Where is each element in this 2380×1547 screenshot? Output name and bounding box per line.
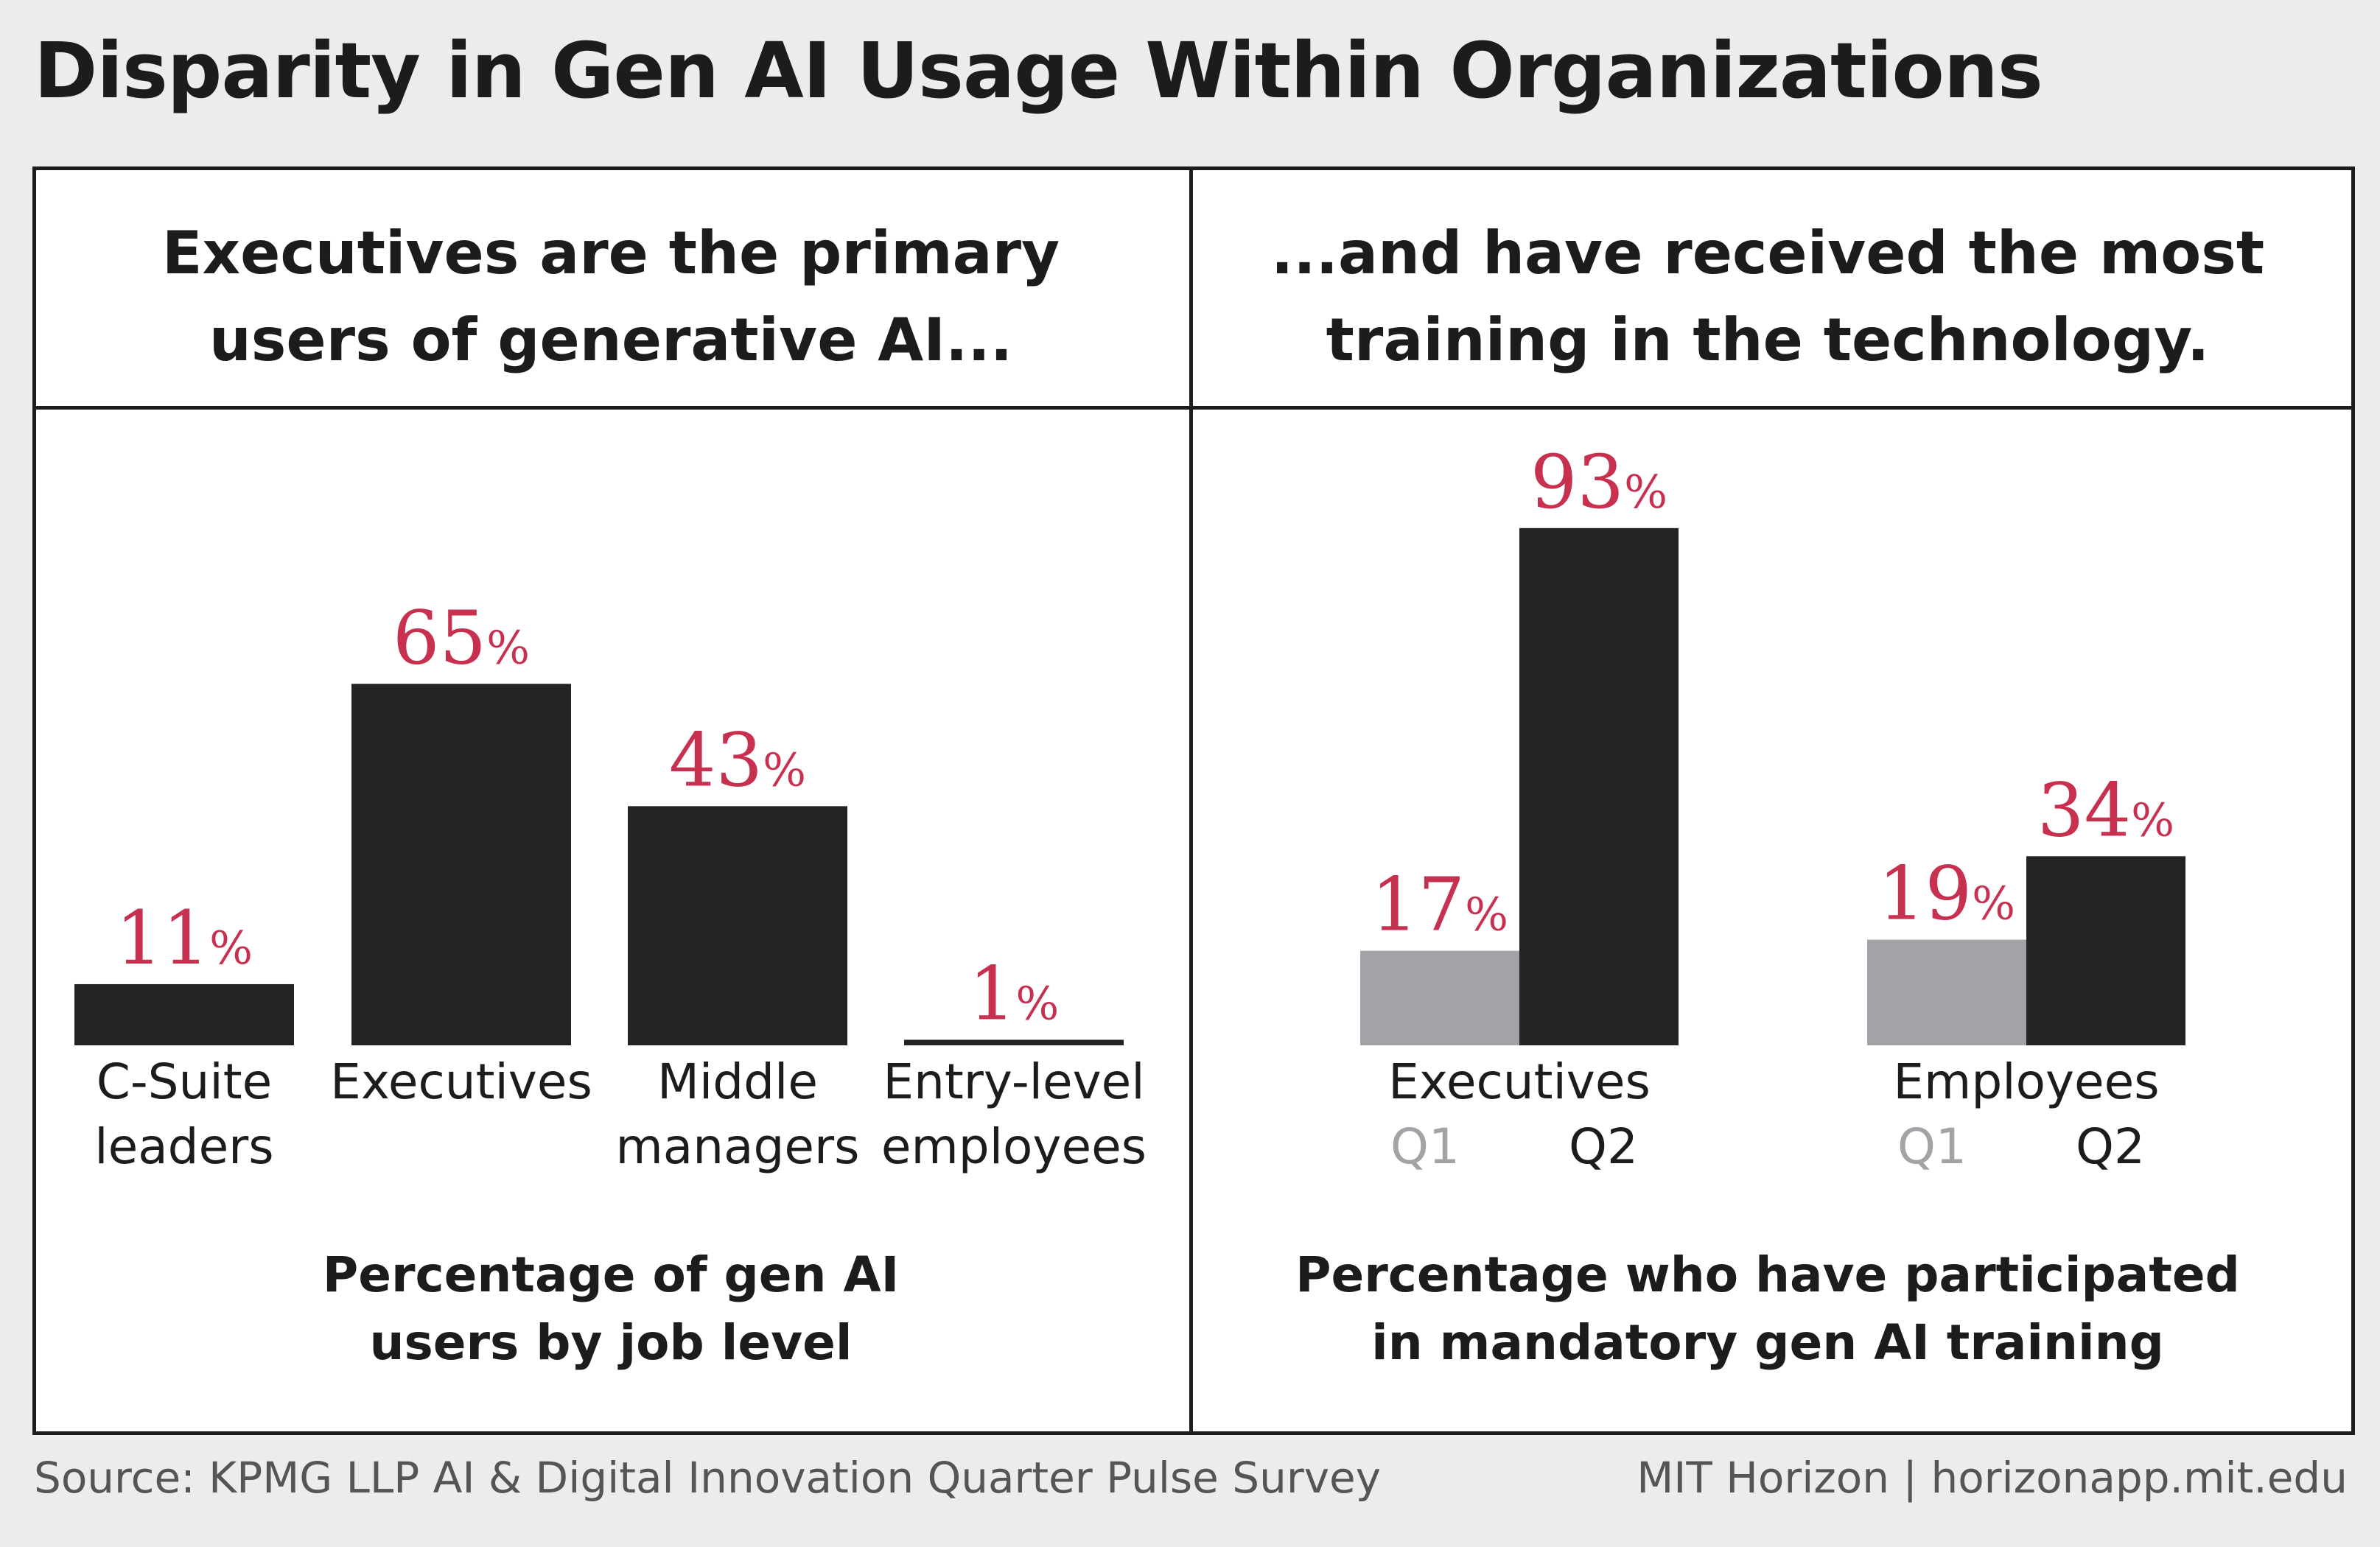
value-label-employees-q2: 34% bbox=[2037, 767, 2174, 853]
right-chart-caption: Percentage who have participated in mand… bbox=[1193, 1241, 2342, 1377]
right-heading-line-2: training in the technology. bbox=[1326, 306, 2210, 374]
category-label-0-1: leaders bbox=[94, 1118, 273, 1175]
series-label-employees-q2: Q2 bbox=[2076, 1118, 2145, 1175]
left-chart-caption: Percentage of gen AI users by job level bbox=[36, 1241, 1186, 1377]
category-label-3-0: Entry-level bbox=[883, 1053, 1144, 1110]
category-label-2-0: Middle bbox=[657, 1053, 818, 1110]
category-label-executives: Executives bbox=[1388, 1053, 1651, 1110]
right-panel-heading: ...and have received the most training i… bbox=[1193, 210, 2342, 384]
bar-employees-q2 bbox=[2026, 856, 2185, 1045]
panel-divider-vertical bbox=[1189, 170, 1193, 1431]
value-label-executives-q1: 17% bbox=[1371, 862, 1508, 948]
value-label-employees-q1: 19% bbox=[1878, 851, 2015, 937]
category-label-2-1: managers bbox=[615, 1118, 859, 1175]
chart-title: Disparity in Gen AI Usage Within Organiz… bbox=[34, 26, 2043, 116]
value-label-executives-q2: 93% bbox=[1530, 439, 1667, 525]
bar-employees-q1 bbox=[1867, 939, 2026, 1045]
left-heading-line-1: Executives are the primary bbox=[161, 219, 1060, 287]
training-bar-chart: 17% Q1 93% Q2 Executives 19% Q1 34% Q2 Employees bbox=[1360, 439, 2185, 1175]
left-panel-heading: Executives are the primary users of gene… bbox=[36, 210, 1186, 384]
bar-entry-level bbox=[904, 1039, 1124, 1045]
series-label-executives-q1: Q1 bbox=[1390, 1118, 1460, 1175]
series-label-executives-q2: Q2 bbox=[1569, 1118, 1638, 1175]
category-label-1-0: Executives bbox=[330, 1053, 592, 1110]
right-heading-line-1: ...and have received the most bbox=[1270, 219, 2265, 287]
left-caption-line-1: Percentage of gen AI bbox=[322, 1246, 900, 1303]
bar-c-suite bbox=[74, 983, 294, 1045]
bar-middle bbox=[628, 806, 847, 1045]
bar-executives bbox=[351, 684, 571, 1045]
right-caption-line-2: in mandatory gen AI training bbox=[1371, 1314, 2164, 1371]
category-label-3-1: employees bbox=[881, 1118, 1147, 1175]
right-caption-line-1: Percentage who have participated bbox=[1295, 1246, 2240, 1303]
job-level-bar-chart: 11%C-Suiteleaders65%Executives43%Middlem… bbox=[74, 594, 1147, 1175]
left-heading-line-2: users of generative AI... bbox=[209, 306, 1013, 374]
chart-frame: Executives are the primary users of gene… bbox=[32, 166, 2355, 1435]
series-label-employees-q1: Q1 bbox=[1897, 1118, 1967, 1175]
bar-executives-q2 bbox=[1519, 527, 1679, 1045]
panel-divider-horizontal bbox=[36, 406, 2351, 410]
category-label-employees: Employees bbox=[1893, 1053, 2159, 1110]
credit-link[interactable]: MIT Horizon | horizonapp.mit.edu bbox=[1637, 1453, 2348, 1503]
category-label-0-0: C-Suite bbox=[97, 1053, 272, 1110]
source-note: Source: KPMG LLP AI & Digital Innovation… bbox=[34, 1453, 1382, 1503]
bar-executives-q1 bbox=[1360, 950, 1519, 1045]
left-caption-line-2: users by job level bbox=[369, 1314, 853, 1371]
